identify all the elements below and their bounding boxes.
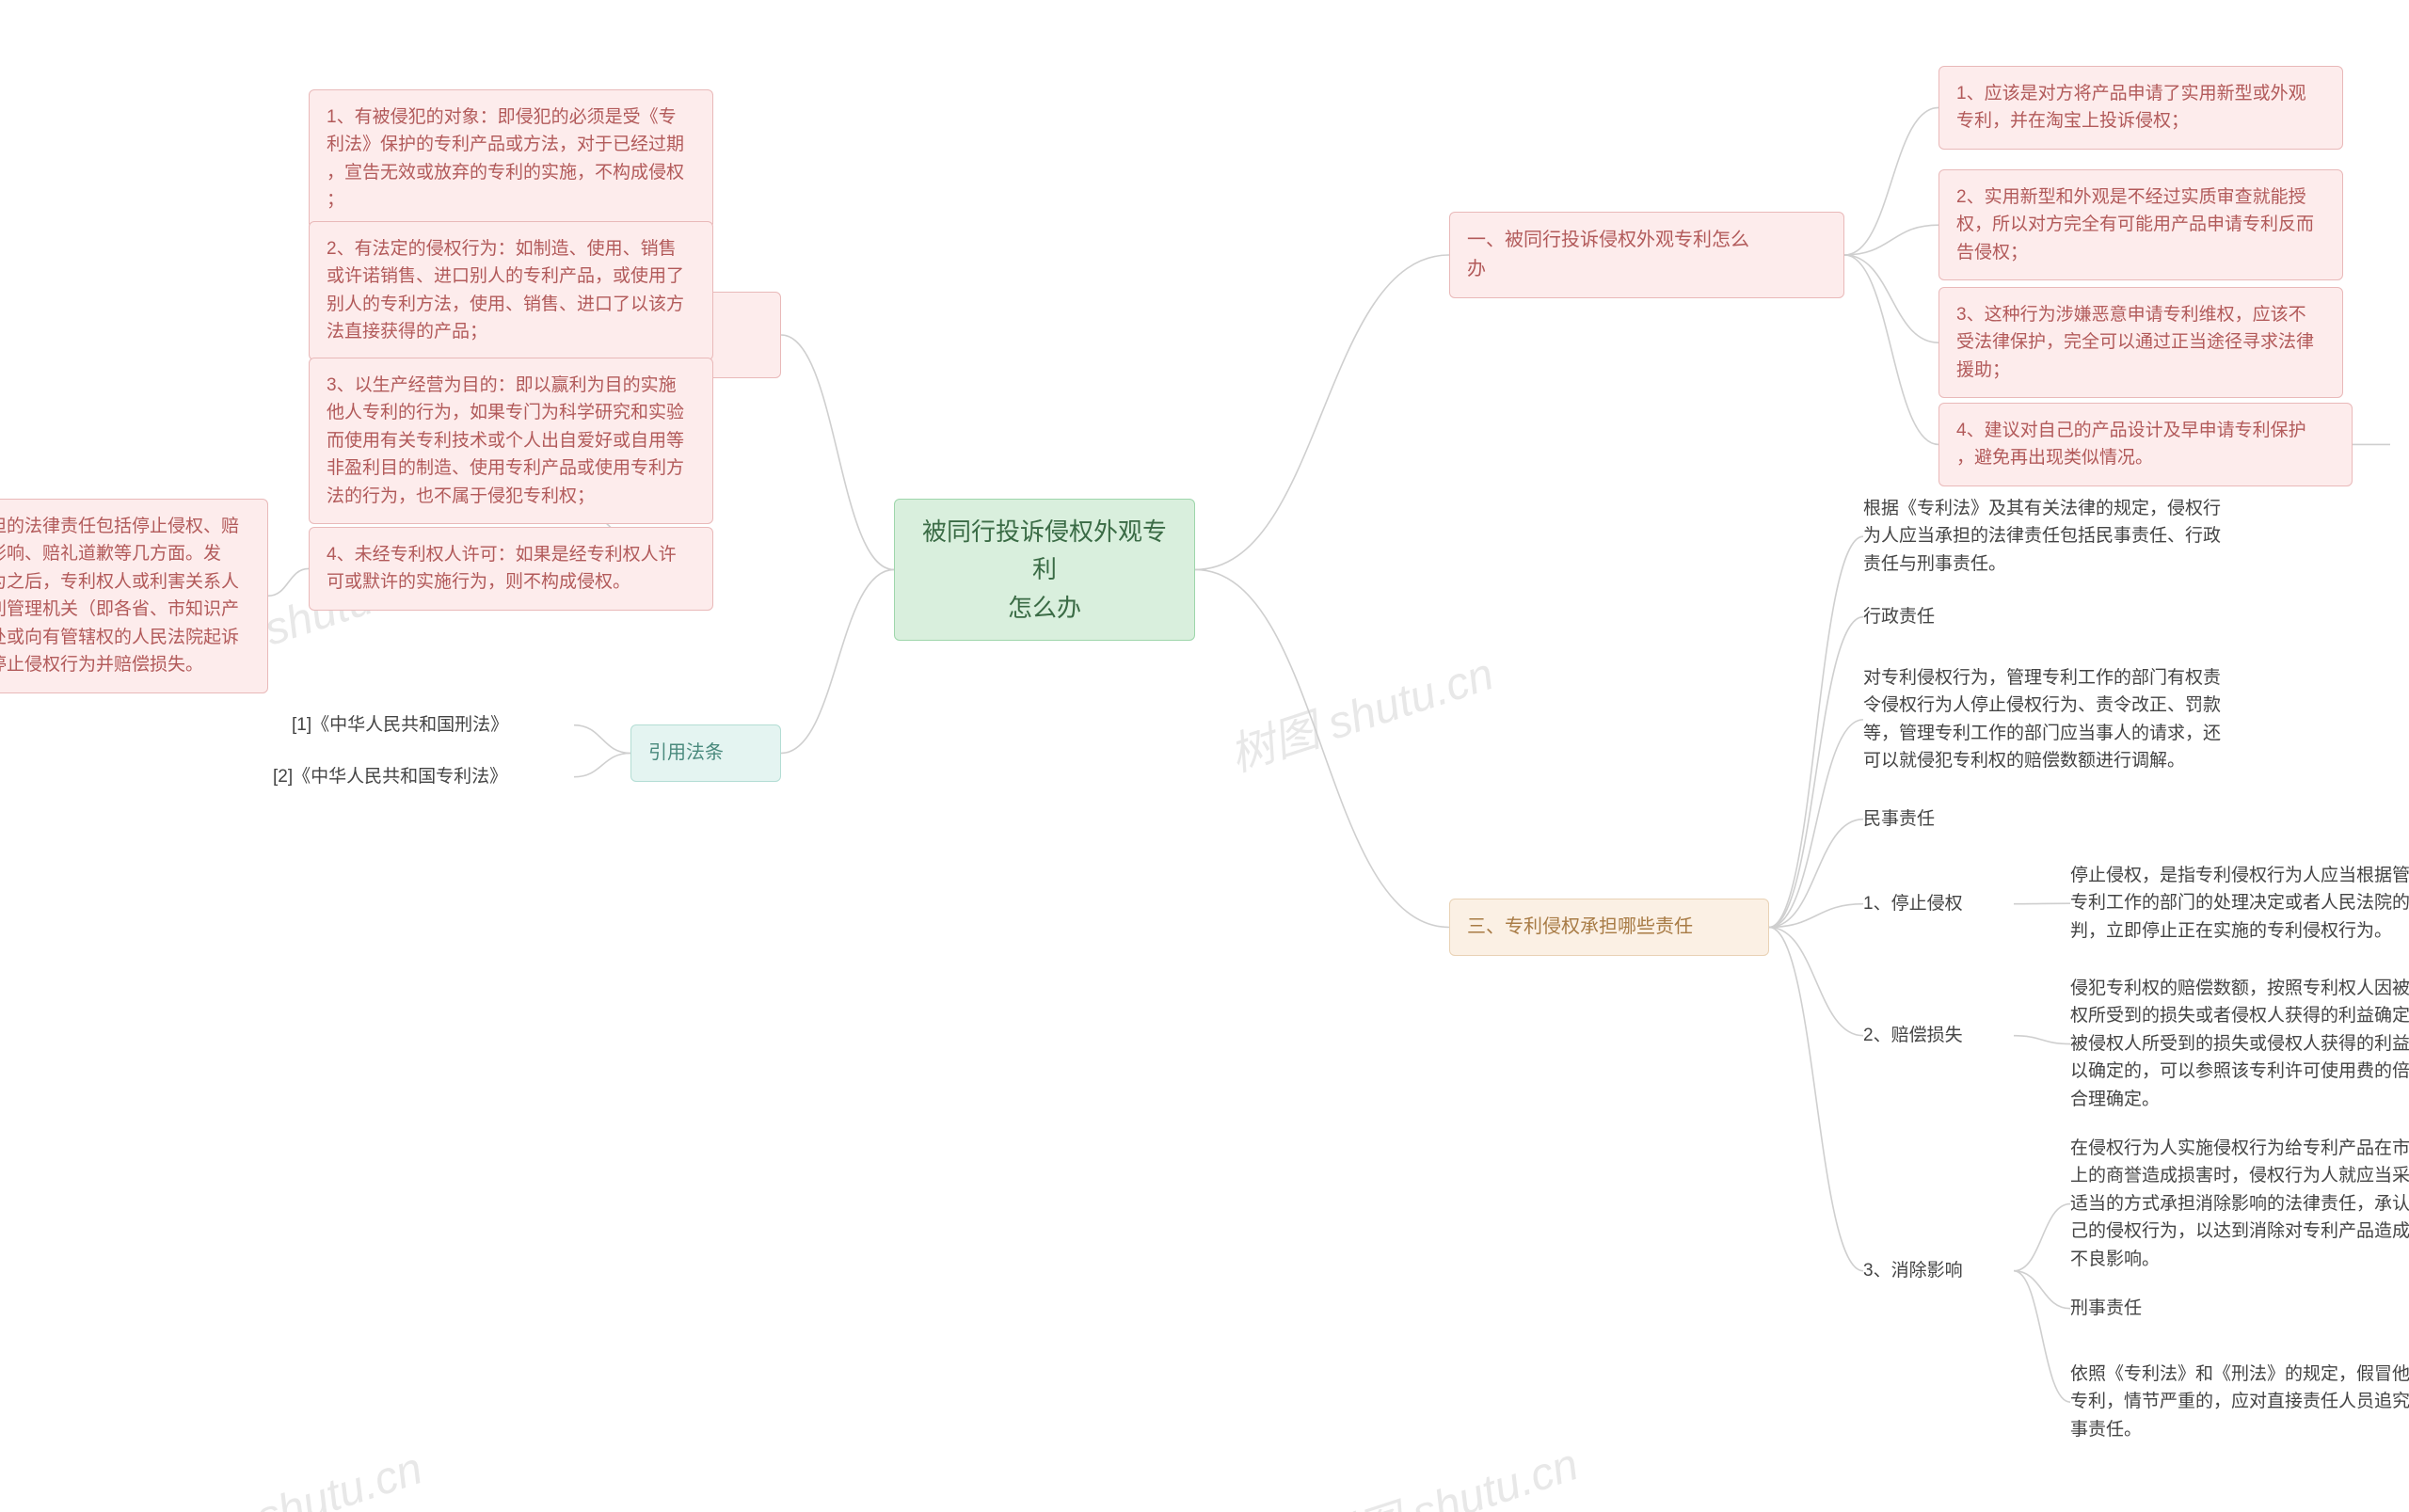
leaf-node[interactable]: 1、停止侵权 <box>1863 884 2014 923</box>
leaf-node[interactable]: 对专利侵权行为，管理专利工作的部门有权责令侵权行为人停止侵权行为、责令改正、罚款… <box>1863 659 2268 781</box>
leaf-node[interactable]: 在侵权行为人实施侵权行为给专利产品在市场上的商誉造成损害时，侵权行为人就应当采用… <box>2070 1129 2409 1279</box>
leaf-node[interactable]: 行政责任 <box>1863 597 2051 636</box>
leaf-node[interactable]: 4、建议对自己的产品设计及早申请专利保护，避免再出现类似情况。 <box>1938 403 2353 486</box>
leaf-node[interactable]: 侵犯专利权的赔偿数额，按照专利权人因被侵权所受到的损失或者侵权人获得的利益确定；… <box>2070 969 2409 1119</box>
leaf-node[interactable]: 根据《专利法》及其有关法律的规定，侵权行为人应当承担的法律责任包括民事责任、行政… <box>1863 489 2268 583</box>
leaf-node[interactable]: 民事责任 <box>1863 800 2051 838</box>
branch-node[interactable]: 一、被同行投诉侵权外观专利怎么办 <box>1449 212 1844 298</box>
leaf-node[interactable]: 3、这种行为涉嫌恶意申请专利维权，应该不受法律保护，完全可以通过正当途径寻求法律… <box>1938 287 2343 398</box>
leaf-node[interactable]: 3、消除影响 <box>1863 1251 2014 1290</box>
branch-node[interactable]: 引用法条 <box>630 724 781 782</box>
leaf-node[interactable]: 刑事责任 <box>2070 1289 2258 1328</box>
leaf-node[interactable]: 2、实用新型和外观是不经过实质审查就能授权，所以对方完全有可能用产品申请专利反而… <box>1938 169 2343 280</box>
leaf-node[interactable]: 停止侵权，是指专利侵权行为人应当根据管理专利工作的部门的处理决定或者人民法院的裁… <box>2070 856 2409 950</box>
leaf-node[interactable]: 4、未经专利权人许可：如果是经专利权人许可或默许的实施行为，则不构成侵权。 <box>309 527 713 611</box>
leaf-node[interactable]: [1]《中华人民共和国刑法》 <box>292 706 574 744</box>
leaf-node[interactable]: [2]《中华人民共和国专利法》 <box>273 757 574 796</box>
leaf-node[interactable]: 1、有被侵犯的对象：即侵犯的必须是受《专利法》保护的专利产品或方法，对于已经过期… <box>309 89 713 229</box>
leaf-node[interactable]: 1、应该是对方将产品申请了实用新型或外观专利，并在淘宝上投诉侵权； <box>1938 66 2343 150</box>
branch-node[interactable]: 三、专利侵权承担哪些责任 <box>1449 899 1769 956</box>
leaf-node[interactable]: 3、以生产经营为目的：即以赢利为目的实施他人专利的行为，如果专门为科学研究和实验… <box>309 358 713 524</box>
leaf-node[interactable]: 2、有法定的侵权行为：如制造、使用、销售或许诺销售、进口别人的专利产品，或使用了… <box>309 221 713 360</box>
leaf-node[interactable]: 2、赔偿损失 <box>1863 1016 2014 1055</box>
leaf-node[interactable]: 依照《专利法》和《刑法》的规定，假冒他人专利，情节严重的，应对直接责任人员追究刑… <box>2070 1355 2409 1449</box>
leaf-node[interactable]: 专利侵权应承担的法律责任包括停止侵权、赔偿损失、消除影响、赔礼道歉等几方面。发现… <box>0 499 268 693</box>
root-node[interactable]: 被同行投诉侵权外观专利怎么办 <box>894 499 1195 641</box>
